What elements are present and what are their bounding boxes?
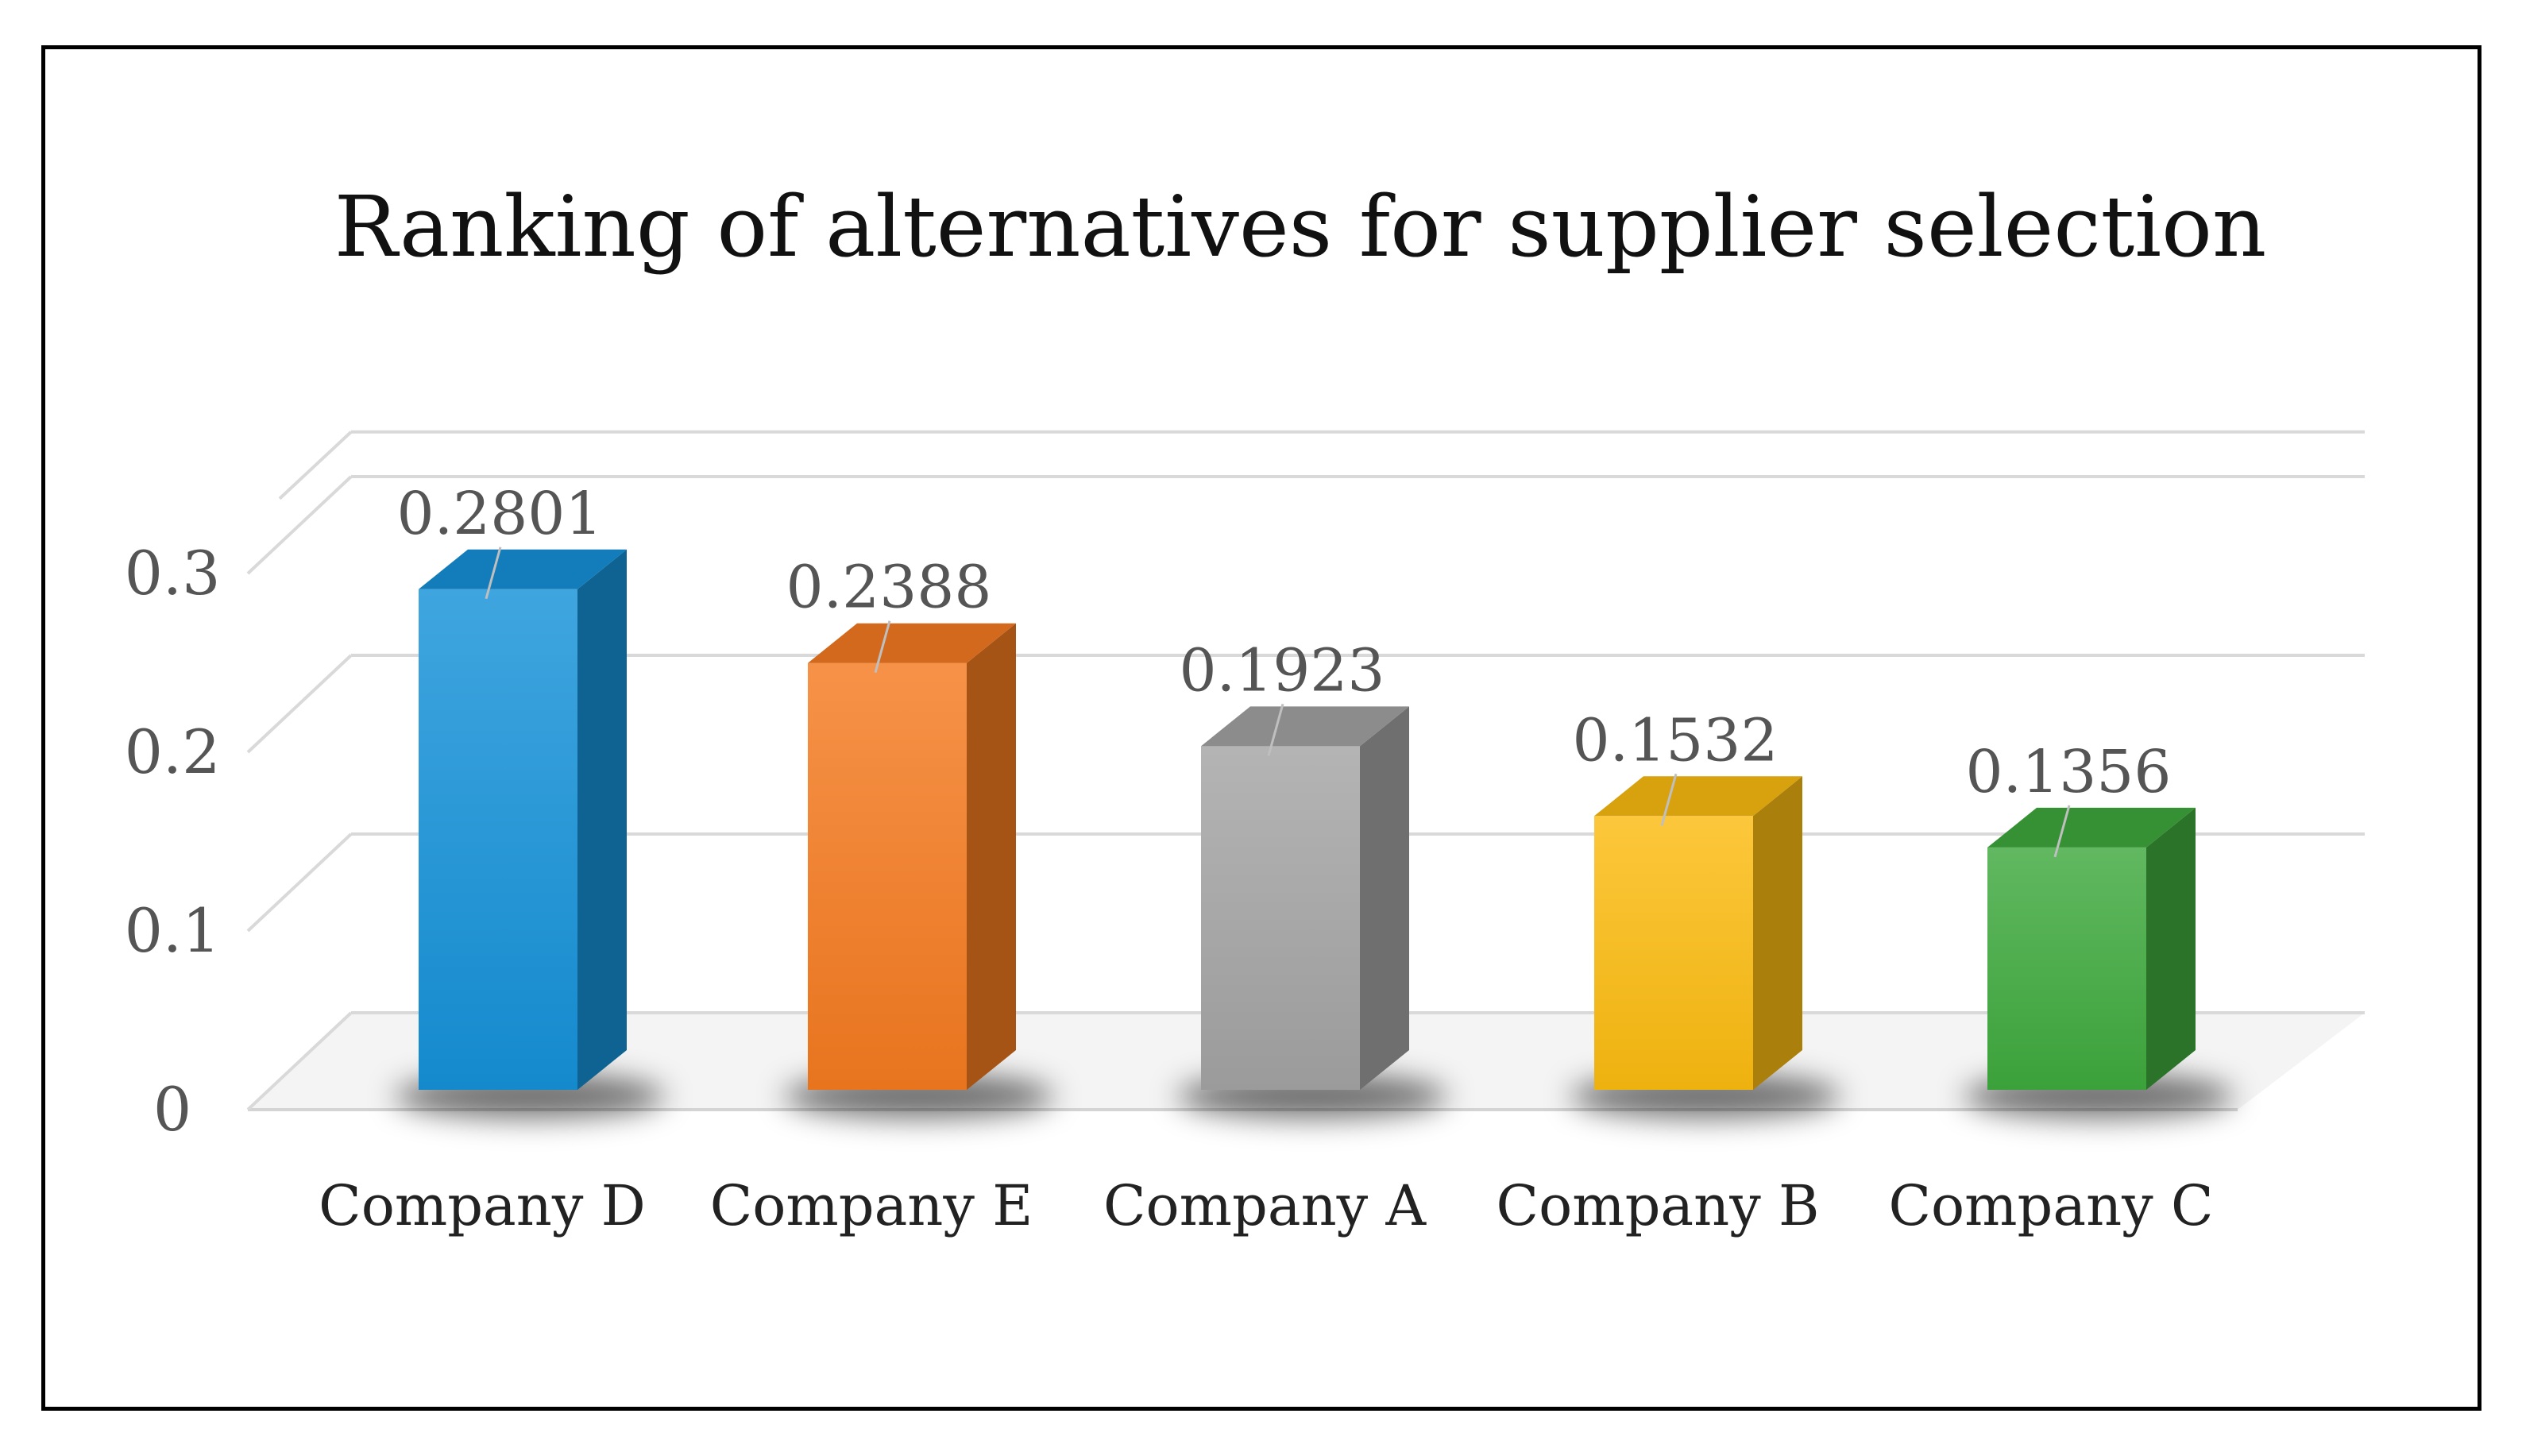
x-category-label: Company D (319, 1173, 646, 1238)
chart-title: Ranking of alternatives for supplier sel… (334, 178, 2267, 276)
bar-top (419, 549, 627, 589)
gridline-slant (246, 654, 353, 754)
bar-front (1201, 746, 1360, 1090)
bar: 0.1532 (1570, 706, 1840, 1118)
bar-front (1594, 816, 1753, 1090)
data-label-leader (485, 546, 502, 600)
x-category-label: Company A (1103, 1173, 1427, 1238)
bar-side (577, 549, 627, 1090)
bar: 0.1356 (1964, 738, 2234, 1118)
bar-top (808, 623, 1016, 663)
data-label: 0.1923 (1180, 636, 1385, 705)
bar-side (1360, 706, 1409, 1090)
data-label: 0.2388 (786, 554, 992, 622)
chart-frame: Ranking of alternatives for supplier sel… (41, 45, 2481, 1411)
gridline-slant (278, 431, 353, 500)
bar: 0.2388 (784, 554, 1054, 1118)
y-tick-label: 0 (153, 1074, 191, 1145)
bar-chart: Ranking of alternatives for supplier sel… (125, 178, 2365, 1238)
bar-side (2146, 807, 2196, 1090)
bars: 0.2801 0.2388 0.1923 0.1532 0.1356 (395, 480, 2234, 1118)
data-label: 0.2801 (397, 480, 603, 548)
data-label-leader (874, 620, 891, 674)
bar-side (1753, 776, 1802, 1090)
gridline-slant (246, 832, 353, 933)
bar: 0.1923 (1177, 636, 1447, 1118)
data-label-leader (1660, 773, 1678, 826)
bar-front (419, 589, 577, 1090)
data-label-leader (1267, 703, 1284, 756)
x-category-label: Company E (710, 1173, 1033, 1238)
gridline-slant (246, 475, 353, 575)
data-label: 0.1356 (1966, 738, 2172, 806)
bar-top (1987, 807, 2196, 848)
x-category-label: Company C (1888, 1173, 2213, 1238)
bar-top (1201, 706, 1409, 747)
bar-front (1987, 847, 2146, 1090)
y-axis-ticks: 0 0.1 0.2 0.3 (125, 538, 221, 1145)
bar-side (967, 623, 1016, 1090)
bar: 0.2801 (395, 480, 665, 1118)
x-category-label: Company B (1497, 1173, 1820, 1238)
bar-front (808, 662, 967, 1090)
y-tick-label: 0.1 (125, 895, 221, 966)
bar-top (1594, 776, 1802, 817)
data-label: 0.1532 (1573, 706, 1779, 774)
data-label-leader (2053, 805, 2071, 858)
x-axis-categories: Company D Company E Company A Company B Comp… (319, 1173, 2213, 1238)
gridline-slant (246, 1011, 353, 1111)
y-tick-label: 0.3 (125, 538, 221, 608)
y-tick-label: 0.2 (125, 716, 221, 787)
